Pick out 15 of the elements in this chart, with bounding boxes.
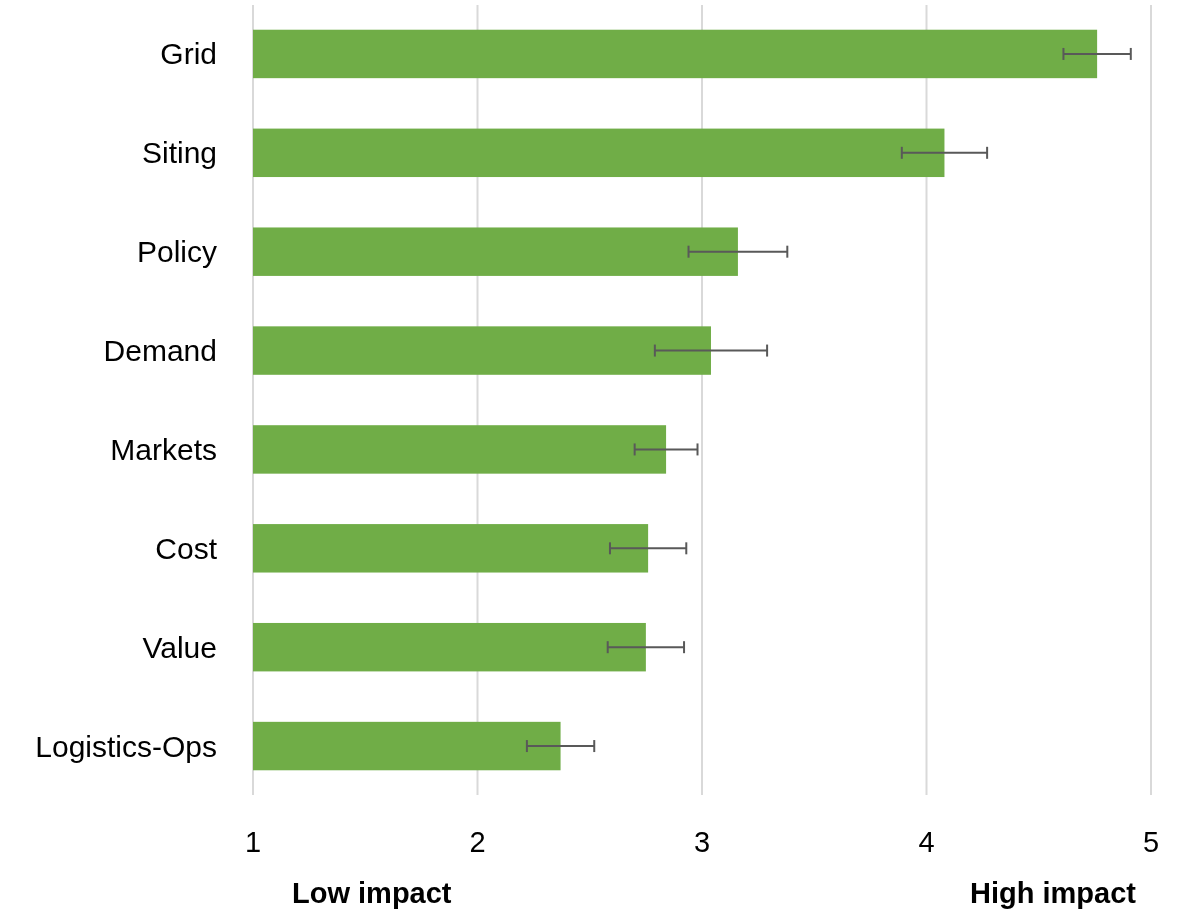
- text: Low impact: [292, 877, 452, 909]
- y-tick-label: Logistics-Ops: [35, 729, 217, 763]
- y-tick-label: Value: [142, 630, 217, 664]
- y-tick-label: Grid: [160, 37, 217, 71]
- x-tick-label: 4: [918, 826, 935, 858]
- text: High impact: [970, 877, 1137, 909]
- x-tick-label: 1: [244, 826, 262, 858]
- x-tick-label: 5: [1142, 826, 1160, 858]
- x-tick-label: 3: [693, 826, 711, 858]
- y-tick-label: Policy: [136, 235, 217, 269]
- y-tick-label: Cost: [155, 531, 218, 565]
- y-tick-label: Siting: [141, 136, 217, 170]
- y-tick-label: Markets: [110, 432, 217, 466]
- x-tick-label: 2: [469, 826, 486, 858]
- y-tick-label: Demand: [103, 334, 217, 368]
